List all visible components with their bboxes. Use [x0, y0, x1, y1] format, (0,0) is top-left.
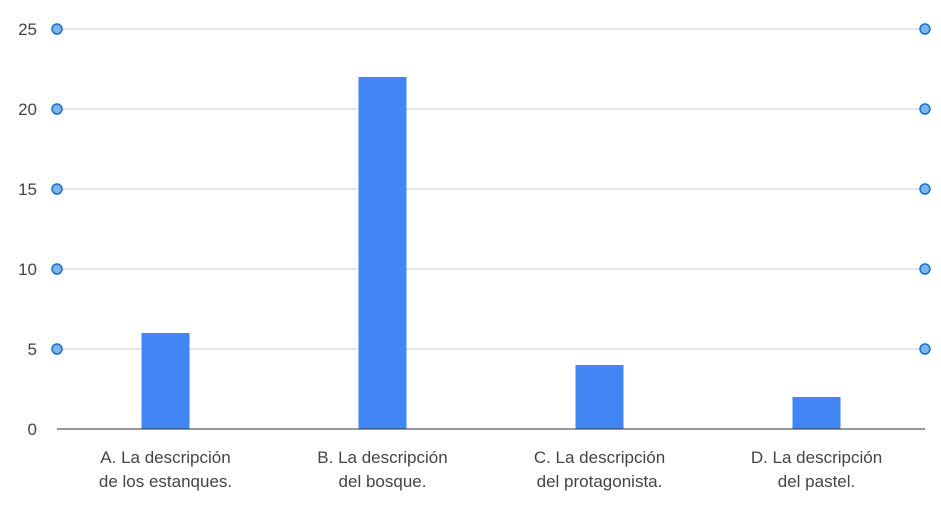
right-axis-handle-10[interactable]	[919, 263, 931, 275]
right-axis-handle-5[interactable]	[919, 343, 931, 355]
left-axis-handle-25[interactable]	[51, 23, 63, 35]
left-axis-handle-20[interactable]	[51, 103, 63, 115]
right-axis-handle-25[interactable]	[919, 23, 931, 35]
handles-layer	[51, 23, 931, 355]
bar-3[interactable]	[792, 397, 841, 429]
bar-1[interactable]	[358, 77, 407, 429]
y-tick-label-10: 10	[18, 260, 37, 279]
bar-2[interactable]	[575, 365, 624, 429]
y-tick-label-25: 25	[18, 20, 37, 39]
right-axis-handle-15[interactable]	[919, 183, 931, 195]
x-tick-label-3-line-1: del pastel.	[778, 472, 856, 491]
x-tick-label-1-line-0: B. La descripción	[317, 448, 447, 467]
x-tick-label-0-line-1: de los estanques.	[99, 472, 232, 491]
x-tick-label-2-line-1: del protagonista.	[537, 472, 663, 491]
x-tick-label-1-line-1: del bosque.	[339, 472, 427, 491]
y-tick-label-15: 15	[18, 180, 37, 199]
bars-layer	[141, 77, 841, 429]
right-axis-handle-20[interactable]	[919, 103, 931, 115]
labels-layer: 0 5 10 15 20 25 A. La descripción de los estanq…	[18, 20, 882, 491]
left-axis-handle-10[interactable]	[51, 263, 63, 275]
x-tick-label-0: A. La descripción de los estanques.	[99, 448, 232, 491]
x-tick-label-2-line-0: C. La descripción	[534, 448, 665, 467]
y-tick-label-0: 0	[28, 420, 37, 439]
x-tick-label-0-line-0: A. La descripción	[100, 448, 230, 467]
y-tick-label-5: 5	[28, 340, 37, 359]
left-axis-handle-15[interactable]	[51, 183, 63, 195]
x-tick-label-1: B. La descripción del bosque.	[317, 448, 447, 491]
y-tick-label-20: 20	[18, 100, 37, 119]
bar-0[interactable]	[141, 333, 190, 429]
x-tick-label-3-line-0: D. La descripción	[751, 448, 882, 467]
grid-layer	[57, 28, 925, 350]
left-axis-handle-5[interactable]	[51, 343, 63, 355]
x-tick-label-2: C. La descripción del protagonista.	[534, 448, 665, 491]
x-tick-label-3: D. La descripción del pastel.	[751, 448, 882, 491]
